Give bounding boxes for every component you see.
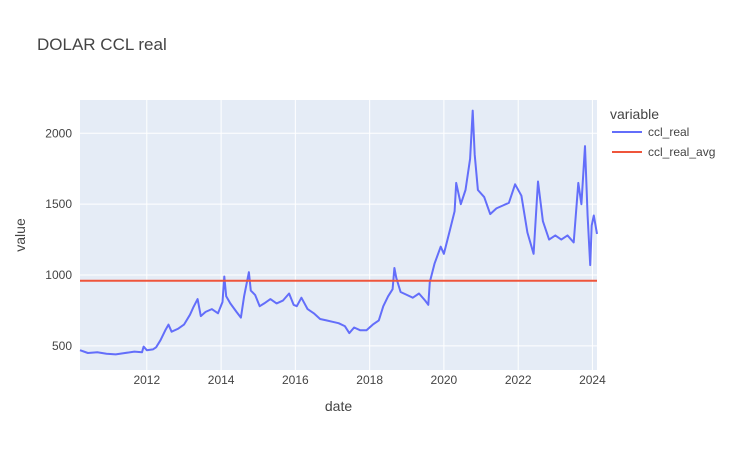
chart-title: DOLAR CCL real (37, 35, 167, 54)
legend-title: variable (610, 106, 659, 122)
gridlines (80, 100, 597, 370)
legend: variable ccl_real ccl_real_avg (610, 106, 715, 159)
y-tick-label: 1000 (45, 268, 72, 282)
y-axis-label: value (12, 218, 28, 252)
legend-items: ccl_real ccl_real_avg (612, 125, 715, 159)
legend-item-ccl_real[interactable]: ccl_real (648, 125, 689, 139)
x-tick-labels: 2012 2014 2016 2018 2020 2022 2024 (133, 373, 606, 387)
x-axis-label: date (325, 398, 352, 414)
series-layer (79, 109, 598, 356)
plot-background (80, 100, 597, 370)
x-tick-label: 2022 (505, 373, 532, 387)
x-tick-label: 2016 (282, 373, 309, 387)
x-tick-label: 2020 (431, 373, 458, 387)
legend-item-ccl_real_avg[interactable]: ccl_real_avg (648, 145, 715, 159)
y-tick-label: 2000 (45, 126, 72, 140)
x-tick-label: 2018 (356, 373, 383, 387)
y-tick-label: 1500 (45, 197, 72, 211)
x-tick-label: 2024 (579, 373, 606, 387)
y-tick-labels: 500 1000 1500 2000 (45, 126, 72, 353)
series-line-ccl_real (79, 109, 598, 356)
y-tick-label: 500 (52, 339, 72, 353)
x-tick-label: 2012 (133, 373, 160, 387)
x-tick-label: 2014 (208, 373, 235, 387)
